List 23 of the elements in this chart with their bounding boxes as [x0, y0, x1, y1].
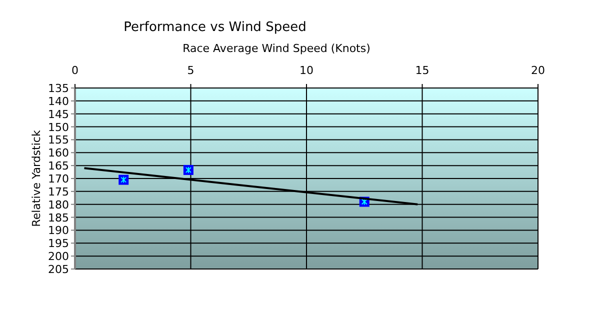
- x-tick-label: 5: [187, 64, 194, 77]
- y-tick-label: 205: [48, 263, 69, 276]
- chart-title: Performance vs Wind Speed: [124, 20, 306, 35]
- y-tick-label: 185: [48, 211, 69, 224]
- y-tick-label: 150: [48, 120, 69, 134]
- x-tick-label: 20: [531, 64, 545, 77]
- y-tick-label: 135: [48, 82, 69, 95]
- x-tick-label: 15: [415, 64, 430, 77]
- x-tick-label: 10: [300, 64, 314, 77]
- y-tick-label: 140: [48, 94, 69, 108]
- y-tick-label: 145: [48, 108, 69, 121]
- x-axis-title: Race Average Wind Speed (Knots): [182, 42, 370, 55]
- y-tick-label: 155: [48, 134, 69, 147]
- x-tick-label: 0: [72, 64, 78, 77]
- y-tick-label: 190: [48, 224, 69, 238]
- y-tick-label: 165: [48, 160, 69, 173]
- y-tick-label: 175: [48, 185, 69, 198]
- y-tick-label: 180: [48, 198, 69, 212]
- y-tick-label: 200: [48, 250, 69, 264]
- y-tick-label: 195: [48, 237, 69, 250]
- y-tick-label: 160: [48, 146, 69, 160]
- y-axis-title: Relative Yardstick: [30, 130, 43, 227]
- y-tick-label: 170: [48, 172, 69, 186]
